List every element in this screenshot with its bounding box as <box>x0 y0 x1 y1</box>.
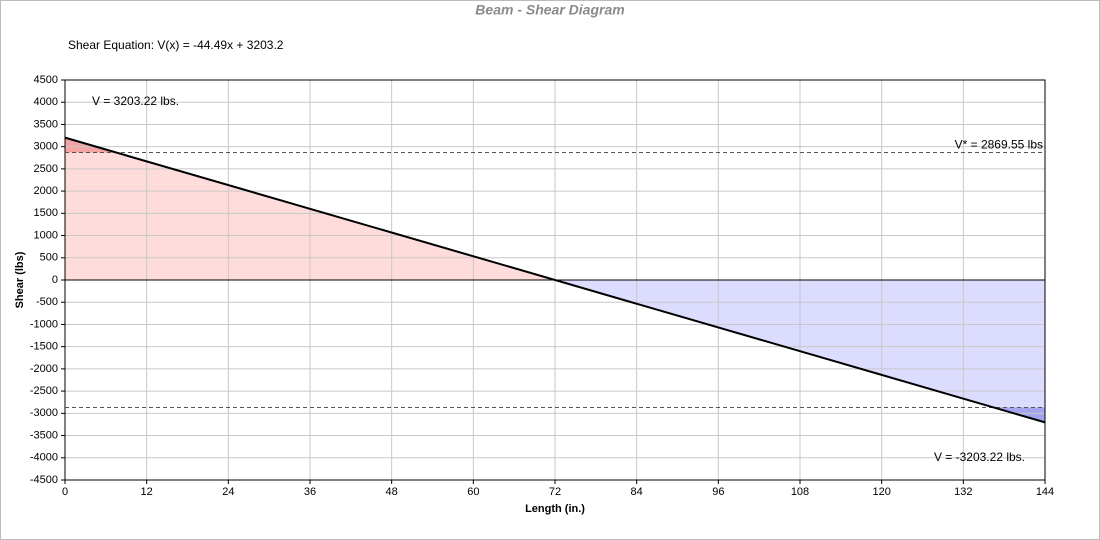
plot-frame <box>64 79 1046 481</box>
y-tick-label: 1000 <box>34 229 58 241</box>
y-tick-label: -500 <box>36 296 58 308</box>
x-tick-label: 120 <box>872 486 890 498</box>
x-axis-label: Length (in.) <box>525 503 585 515</box>
x-tick-label: 24 <box>222 486 234 498</box>
x-tick-label: 0 <box>62 486 68 498</box>
reference-label: V* = 2869.55 lbs <box>955 138 1043 152</box>
chart-title: Beam - Shear Diagram <box>475 2 624 18</box>
y-tick-label: 0 <box>52 274 58 286</box>
y-tick-label: 3500 <box>34 118 58 130</box>
x-tick-label: 132 <box>954 486 972 498</box>
y-tick-label: -3000 <box>30 407 58 419</box>
annotation: V = 3203.22 lbs. <box>92 94 179 108</box>
y-axis-label: Shear (lbs) <box>14 251 26 308</box>
x-tick-label: 96 <box>712 486 724 498</box>
y-tick-label: -4000 <box>30 452 58 464</box>
x-tick-label: 108 <box>791 486 809 498</box>
x-tick-label: 144 <box>1036 486 1054 498</box>
x-tick-label: 60 <box>467 486 479 498</box>
y-tick-label: -1000 <box>30 318 58 330</box>
x-tick-label: 36 <box>304 486 316 498</box>
x-tick-label: 72 <box>549 486 561 498</box>
y-tick-label: 3000 <box>34 141 58 153</box>
x-tick-label: 48 <box>386 486 398 498</box>
y-tick-label: -4500 <box>30 474 58 486</box>
chart-subtitle: Shear Equation: V(x) = -44.49x + 3203.2 <box>68 38 284 52</box>
shear-line <box>64 136 1046 424</box>
annotation: V = -3203.22 lbs. <box>934 450 1025 464</box>
y-tick-label: 500 <box>40 252 58 264</box>
y-tick-label: -2500 <box>30 385 58 397</box>
y-tick-label: -2000 <box>30 363 58 375</box>
y-tick-label: 1500 <box>34 207 58 219</box>
x-tick-label: 12 <box>141 486 153 498</box>
y-tick-label: 4500 <box>34 74 58 86</box>
y-tick-label: 2000 <box>34 185 58 197</box>
y-tick-label: -3500 <box>30 429 58 441</box>
y-tick-label: 4000 <box>34 96 58 108</box>
y-tick-label: 2500 <box>34 163 58 175</box>
x-tick-label: 84 <box>631 486 643 498</box>
y-tick-label: -1500 <box>30 341 58 353</box>
